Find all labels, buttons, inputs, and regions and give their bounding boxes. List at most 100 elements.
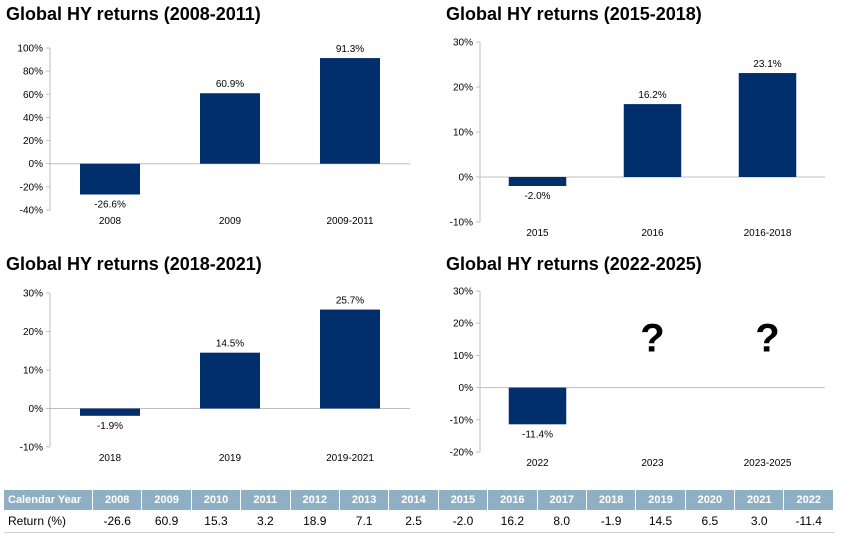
bar xyxy=(320,309,380,409)
table-cell-return: 3.0 xyxy=(734,510,784,533)
chart-title: Global HY returns (2015-2018) xyxy=(446,4,702,24)
returns-table: Calendar Year 2008 2009 2010 2011 2012 2013 20… xyxy=(4,490,834,533)
table-header-year: 2008 xyxy=(92,490,143,510)
table-header-year: 2014 xyxy=(388,490,439,510)
table-cell-return: 6.5 xyxy=(685,510,735,533)
data-label: -26.6% xyxy=(94,199,126,210)
y-tick-label: 10% xyxy=(453,351,473,362)
table-cell-return: -2.0 xyxy=(438,510,488,533)
y-tick-label: 30% xyxy=(453,287,473,298)
bar xyxy=(80,408,140,416)
x-category-label: 2019 xyxy=(219,453,242,464)
table-cell-return: 3.2 xyxy=(240,510,291,533)
table-header-year: 2010 xyxy=(191,490,242,510)
y-tick-label: 20% xyxy=(453,83,473,94)
table-header-row: Calendar Year 2008 2009 2010 2011 2012 2013 20… xyxy=(4,490,834,510)
table-header-year: 2021 xyxy=(734,490,785,510)
table-cell-return: -11.4 xyxy=(783,510,834,533)
table-cell-return: -1.9 xyxy=(586,510,636,533)
y-tick-label: 0% xyxy=(29,404,44,415)
y-tick-label: -10% xyxy=(450,415,473,426)
table-cell-return: 18.9 xyxy=(290,510,340,533)
bar-chart: -10% 0% 10% 20% 30% 2018 -1.9% 2019 14.5% 2019-20… xyxy=(20,289,410,464)
table-header-year: 2016 xyxy=(487,490,538,510)
table-header-year: 2015 xyxy=(438,490,489,510)
y-tick-label: 20% xyxy=(23,136,43,147)
table-header-year: 2011 xyxy=(240,490,291,510)
bar xyxy=(508,387,567,425)
unknown-return-label: ? xyxy=(755,316,779,360)
bar xyxy=(200,93,260,164)
y-tick-label: 20% xyxy=(453,319,473,330)
y-tick-label: -40% xyxy=(20,206,43,217)
data-label: 16.2% xyxy=(638,90,666,101)
table-header-year: 2020 xyxy=(685,490,736,510)
table-header-year: 2017 xyxy=(537,490,587,510)
bar xyxy=(508,177,567,186)
y-tick-label: -20% xyxy=(20,182,43,193)
table-row-label: Return (%) xyxy=(4,510,93,533)
table-cell-return: 7.1 xyxy=(339,510,389,533)
chart-title: Global HY returns (2008-2011) xyxy=(6,4,261,24)
y-tick-label: -10% xyxy=(450,218,473,229)
x-category-label: 2009-2011 xyxy=(326,216,374,227)
table-cell-return: 2.5 xyxy=(388,510,439,533)
y-tick-label: 100% xyxy=(17,44,43,55)
x-category-label: 2009 xyxy=(219,216,242,227)
y-tick-label: 20% xyxy=(23,327,43,338)
table-cell-return: 14.5 xyxy=(635,510,686,533)
x-category-label: 2018 xyxy=(99,453,122,464)
y-tick-label: 30% xyxy=(23,289,43,300)
data-label: -1.9% xyxy=(97,421,123,432)
y-tick-label: 40% xyxy=(23,113,43,124)
x-category-label: 2023 xyxy=(641,458,664,469)
x-category-label: 2016 xyxy=(641,228,664,239)
x-category-label: 2023-2025 xyxy=(744,458,792,469)
y-tick-label: 30% xyxy=(453,38,473,49)
bar xyxy=(623,104,682,177)
data-label: 25.7% xyxy=(336,296,364,307)
data-label: 23.1% xyxy=(753,59,781,70)
data-label: 91.3% xyxy=(336,44,364,55)
bar xyxy=(320,58,380,164)
y-tick-label: 0% xyxy=(29,159,44,170)
y-tick-label: 0% xyxy=(459,173,474,184)
x-category-label: 2022 xyxy=(526,458,549,469)
x-category-label: 2016-2018 xyxy=(744,228,792,239)
y-tick-label: 0% xyxy=(459,383,474,394)
y-tick-label: 60% xyxy=(23,90,43,101)
table-header-year: 2018 xyxy=(586,490,637,510)
bar-chart: -10% 0% 10% 20% 30% 2015 -2.0% 2016 16.2% 2016-20… xyxy=(450,38,825,239)
data-label: 60.9% xyxy=(216,79,244,90)
bar-chart: -40% -20% 0% 20% 40% 60% 80% 100% 2008 -26.6% 2009… xyxy=(17,44,410,227)
table-cell-return: -26.6 xyxy=(92,510,142,533)
table-cell-return: 8.0 xyxy=(537,510,587,533)
table-header-year: 2009 xyxy=(141,490,192,510)
x-category-label: 2008 xyxy=(99,216,122,227)
y-tick-label: 10% xyxy=(23,366,43,377)
bar xyxy=(80,163,140,195)
table-header-label: Calendar Year xyxy=(4,490,93,510)
x-category-label: 2015 xyxy=(526,228,549,239)
table-cell-return: 16.2 xyxy=(487,510,538,533)
unknown-return-label: ? xyxy=(640,316,664,360)
bar xyxy=(738,73,797,177)
y-tick-label: 80% xyxy=(23,67,43,78)
y-tick-label: -20% xyxy=(450,448,473,459)
table-header-year: 2012 xyxy=(290,490,340,510)
table-cell-return: 60.9 xyxy=(141,510,192,533)
table-row: Return (%) -26.6 60.9 15.3 3.2 18.9 7.1 2.5 -2.… xyxy=(4,510,834,533)
table-header-year: 2022 xyxy=(783,490,834,510)
bar-chart: -20% -10% 0% 10% 20% 30% 2022 -11.4% 2023? 2023-2… xyxy=(450,287,825,469)
y-tick-label: 10% xyxy=(453,128,473,139)
bar xyxy=(200,352,260,409)
data-label: 14.5% xyxy=(216,339,244,350)
table-cell-return: 15.3 xyxy=(191,510,241,533)
y-tick-label: -10% xyxy=(20,443,43,454)
table-header-year: 2013 xyxy=(339,490,390,510)
data-label: -11.4% xyxy=(522,429,553,440)
table-header-year: 2019 xyxy=(635,490,686,510)
x-category-label: 2019-2021 xyxy=(326,453,374,464)
chart-title: Global HY returns (2018-2021) xyxy=(6,254,262,274)
data-label: -2.0% xyxy=(524,191,550,202)
